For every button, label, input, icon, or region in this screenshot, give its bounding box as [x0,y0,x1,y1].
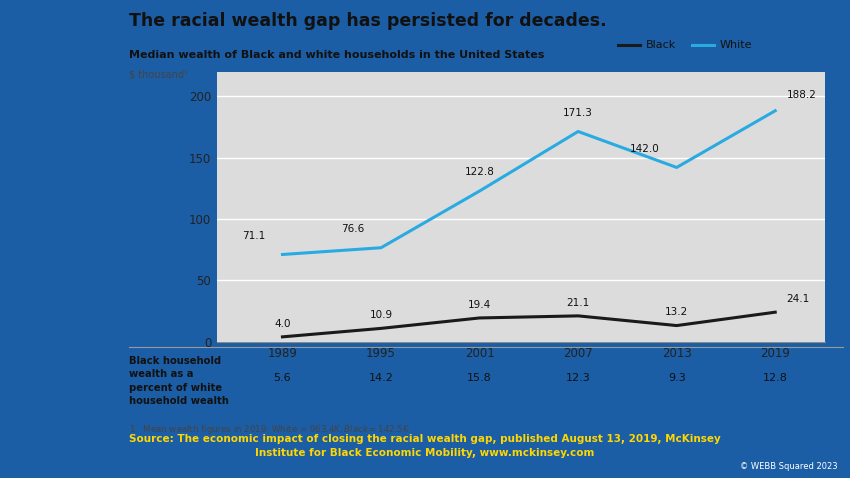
Text: Black: Black [646,41,676,50]
Text: 19.4: 19.4 [468,300,491,310]
Text: 4.0: 4.0 [275,318,291,328]
Text: 122.8: 122.8 [465,167,495,177]
Text: 14.2: 14.2 [369,373,394,383]
Text: 12.8: 12.8 [762,373,788,383]
Text: 142.0: 142.0 [630,143,660,153]
Text: 9.3: 9.3 [668,373,686,383]
Text: $ thousand¹: $ thousand¹ [129,69,189,79]
Text: 13.2: 13.2 [665,307,689,317]
Text: 24.1: 24.1 [786,294,809,304]
Text: 171.3: 171.3 [564,108,593,118]
Text: 5.6: 5.6 [274,373,292,383]
Text: 15.8: 15.8 [468,373,492,383]
Text: Median wealth of Black and white households in the United States: Median wealth of Black and white househo… [129,50,545,60]
Text: 188.2: 188.2 [786,90,816,99]
Text: © WEBB Squared 2023: © WEBB Squared 2023 [740,462,837,471]
Text: The racial wealth gap has persisted for decades.: The racial wealth gap has persisted for … [129,12,607,30]
Text: 21.1: 21.1 [566,297,590,307]
Text: 76.6: 76.6 [341,224,365,234]
Text: White: White [719,41,751,50]
Text: 1.  Mean wealth figures in 2019: White = $963.4K, Black = $142.5K: 1. Mean wealth figures in 2019: White = … [129,423,411,436]
Text: 71.1: 71.1 [242,230,266,240]
Text: 10.9: 10.9 [370,310,393,320]
Text: 12.3: 12.3 [566,373,591,383]
Text: Source: The economic impact of closing the racial wealth gap, published August 1: Source: The economic impact of closing t… [129,434,721,458]
Text: Black household
wealth as a
percent of white
household wealth: Black household wealth as a percent of w… [129,356,230,406]
